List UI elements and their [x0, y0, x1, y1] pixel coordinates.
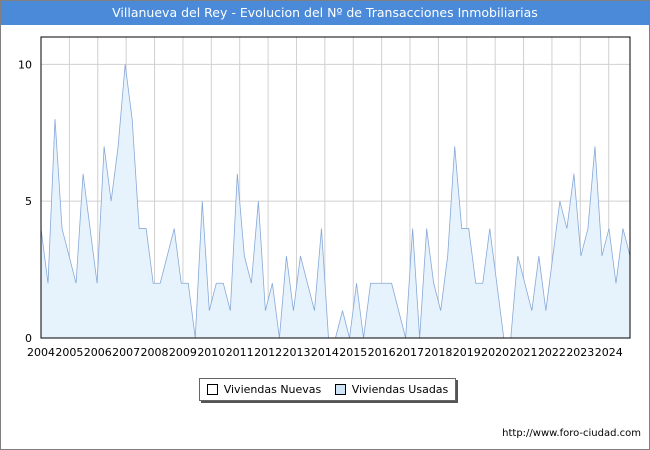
x-tick-label-2015: 2015 — [339, 346, 367, 359]
legend: Viviendas Nuevas Viviendas Usadas — [199, 378, 456, 401]
legend-label-nuevas: Viviendas Nuevas — [223, 383, 322, 396]
legend-label-usadas: Viviendas Usadas — [351, 383, 449, 396]
x-tick-label-2019: 2019 — [453, 346, 481, 359]
y-tick-label-10: 10 — [18, 58, 32, 71]
x-tick-label-2021: 2021 — [510, 346, 538, 359]
legend-item-usadas: Viviendas Usadas — [334, 383, 449, 396]
y-tick-label-0: 0 — [25, 332, 32, 345]
x-tick-label-2020: 2020 — [481, 346, 509, 359]
x-tick-label-2014: 2014 — [311, 346, 339, 359]
chart-title: Villanueva del Rey - Evolucion del Nº de… — [1, 1, 649, 25]
x-tick-label-2007: 2007 — [112, 346, 140, 359]
x-tick-label-2016: 2016 — [368, 346, 396, 359]
x-tick-label-2022: 2022 — [538, 346, 566, 359]
x-tick-label-2010: 2010 — [197, 346, 225, 359]
y-tick-label-5: 5 — [25, 195, 32, 208]
x-tick-label-2017: 2017 — [396, 346, 424, 359]
x-tick-label-2011: 2011 — [226, 346, 254, 359]
axes: 2004 2005 2006 2007 2008 2009 2010 2011 2012 2013… — [18, 36, 631, 359]
plot-border — [40, 36, 631, 339]
legend-swatch-nuevas — [206, 384, 218, 395]
x-tick-label-2023: 2023 — [566, 346, 594, 359]
legend-item-nuevas: Viviendas Nuevas — [206, 383, 322, 396]
x-tick-label-2012: 2012 — [254, 346, 282, 359]
legend-swatch-usadas — [334, 384, 346, 395]
x-tick-label-2005: 2005 — [55, 346, 83, 359]
footer-url: http://www.foro-ciudad.com — [502, 428, 641, 439]
x-tick-label-2024: 2024 — [595, 346, 623, 359]
x-tick-label-2009: 2009 — [169, 346, 197, 359]
x-tick-label-2008: 2008 — [141, 346, 169, 359]
x-tick-label-2018: 2018 — [424, 346, 452, 359]
x-tick-label-2013: 2013 — [282, 346, 310, 359]
series-area-1 — [41, 64, 630, 339]
x-tick-label-2006: 2006 — [84, 346, 112, 359]
x-tick-label-2004: 2004 — [27, 346, 55, 359]
